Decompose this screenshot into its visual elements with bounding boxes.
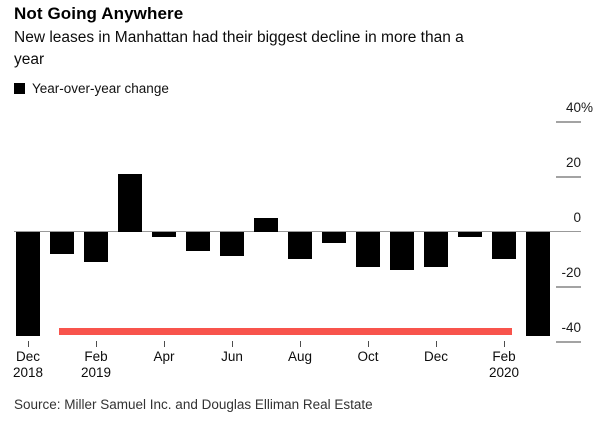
x-axis-label: Feb 2020: [488, 349, 520, 380]
bar-mar-2020: [526, 231, 550, 336]
y-axis-tick: [556, 120, 581, 123]
highlight-line: [59, 328, 512, 335]
x-axis-tick: [299, 341, 301, 347]
chart-subtitle-line2: year: [14, 50, 45, 68]
x-axis-label: Dec 2018: [12, 349, 44, 380]
x-axis-tick: [95, 341, 97, 347]
y-axis-label: 40%: [565, 99, 593, 115]
bar-oct-2019: [356, 231, 380, 268]
x-axis-tick: [231, 341, 233, 347]
x-axis-tick: [367, 341, 369, 347]
bar-mar-2019: [118, 173, 142, 232]
x-axis-label: Aug: [287, 349, 313, 364]
bar-jul-2019: [254, 217, 278, 232]
x-axis-label: Apr: [153, 349, 175, 364]
legend: Year-over-year change: [14, 81, 169, 96]
source-note: Source: Miller Samuel Inc. and Douglas E…: [14, 397, 373, 412]
x-axis-tick: [27, 341, 29, 347]
chart-subtitle-line1: New leases in Manhattan had their bigges…: [14, 29, 464, 46]
y-axis-label: -40: [561, 319, 581, 335]
y-axis-label: 0: [573, 209, 581, 225]
chart-subtitle: New leases in Manhattan had their bigges…: [14, 27, 589, 70]
bar-jun-2019: [220, 231, 244, 257]
bar-feb-2019: [84, 231, 108, 262]
y-axis-label: -20: [561, 264, 581, 280]
x-axis-label: Dec: [423, 349, 448, 364]
bar-dec-2018: [16, 231, 40, 336]
x-axis-label: Feb 2019: [80, 349, 112, 380]
legend-label: Year-over-year change: [32, 81, 169, 96]
bar-dec-2019: [424, 231, 448, 268]
chart-title: Not Going Anywhere: [14, 4, 184, 23]
x-axis-tick: [503, 341, 505, 347]
x-axis-tick: [435, 341, 437, 347]
x-axis-tick: [163, 341, 165, 347]
y-axis-label: 20: [565, 154, 581, 170]
zero-axis-line: [14, 230, 581, 232]
y-axis-tick: [556, 285, 581, 288]
x-axis-label: Jun: [221, 349, 243, 364]
bar-jan-2019: [50, 231, 74, 254]
bar-aug-2019: [288, 231, 312, 259]
bar-apr-2019: [152, 231, 176, 237]
bar-nov-2019: [390, 231, 414, 270]
y-axis-tick: [556, 340, 581, 343]
y-axis-tick: [556, 175, 581, 178]
bar-feb-2020: [492, 231, 516, 259]
legend-swatch-icon: [14, 83, 25, 94]
bar-sep-2019: [322, 231, 346, 243]
bar-may-2019: [186, 231, 210, 251]
x-axis-label: Oct: [357, 349, 379, 364]
bar-jan-2020: [458, 231, 482, 237]
